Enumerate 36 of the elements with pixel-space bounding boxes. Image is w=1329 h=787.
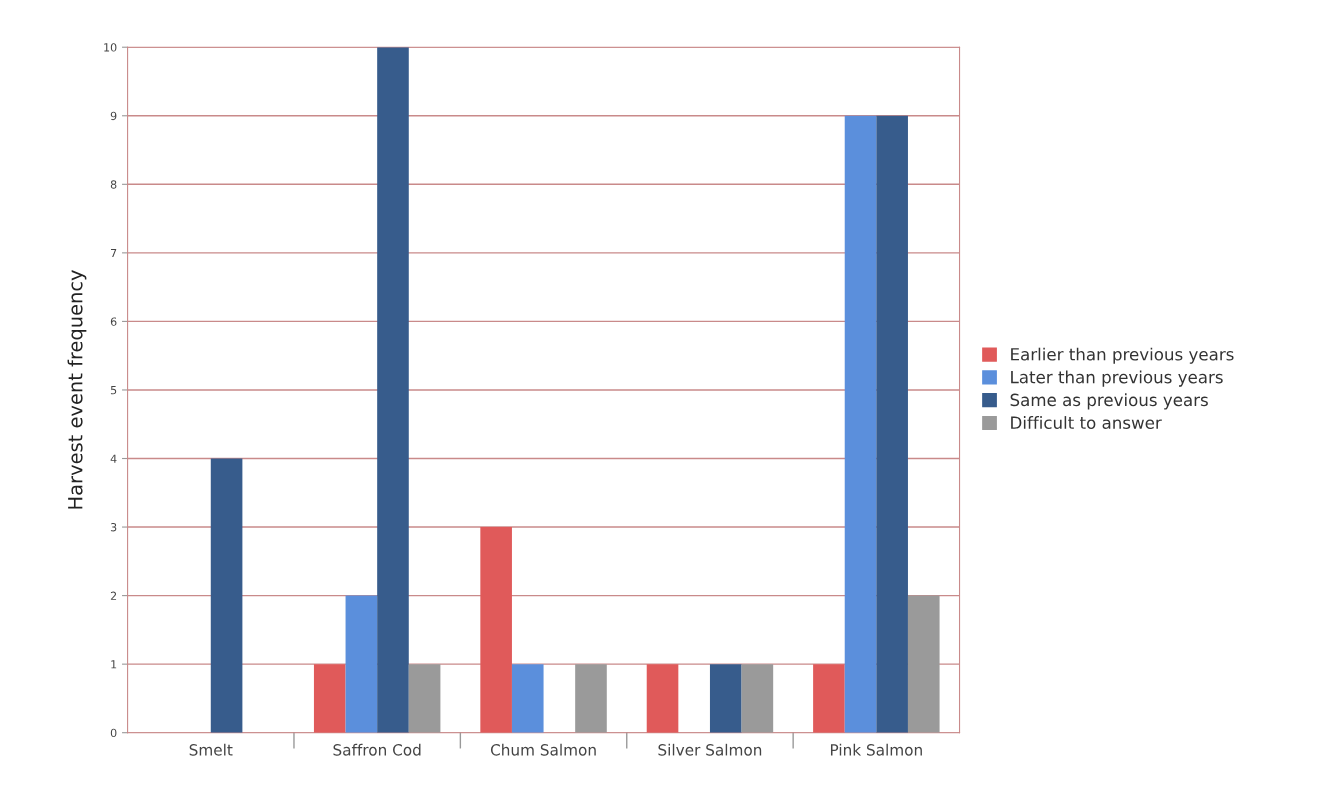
y-tick-label: 8 xyxy=(110,180,117,189)
y-tick-label: 2 xyxy=(110,591,117,600)
bar xyxy=(408,664,441,733)
x-tick-label: Silver Salmon xyxy=(658,743,762,756)
x-tick-label: Pink Salmon xyxy=(830,743,922,756)
y-tick-label: 4 xyxy=(110,454,117,463)
bar xyxy=(345,595,378,733)
bar xyxy=(511,664,544,733)
bar xyxy=(876,115,908,733)
x-tick-label: Smelt xyxy=(189,743,233,756)
legend-label: Later than previous years xyxy=(1011,370,1223,387)
legend-label: Same as previous years xyxy=(1010,393,1208,410)
y-tick-label: 9 xyxy=(110,111,117,121)
bar xyxy=(844,115,877,733)
x-tick-label: Saffron Cod xyxy=(333,743,421,756)
bar xyxy=(813,664,845,733)
y-tick-label: 10 xyxy=(104,43,117,52)
bar xyxy=(709,664,742,733)
bar xyxy=(377,47,409,733)
y-tick-label: 0 xyxy=(110,728,117,738)
x-tick-label: Chum Salmon xyxy=(490,743,596,756)
y-tick-label: 1 xyxy=(111,660,117,669)
y-tick-label: 6 xyxy=(110,317,117,326)
y-tick-label: 7 xyxy=(111,248,117,258)
bar xyxy=(741,664,774,733)
legend-label: Earlier than previous years xyxy=(1011,347,1234,364)
legend-label: Difficult to answer xyxy=(1011,416,1162,429)
bar xyxy=(480,527,512,733)
bar xyxy=(210,458,243,733)
y-tick-label: 5 xyxy=(110,386,117,395)
y-axis-title: Harvest event frequency xyxy=(67,270,87,509)
bar xyxy=(646,664,679,733)
bar xyxy=(907,595,940,733)
y-tick-label: 3 xyxy=(110,523,117,532)
bar xyxy=(313,664,346,733)
bar xyxy=(575,664,607,733)
